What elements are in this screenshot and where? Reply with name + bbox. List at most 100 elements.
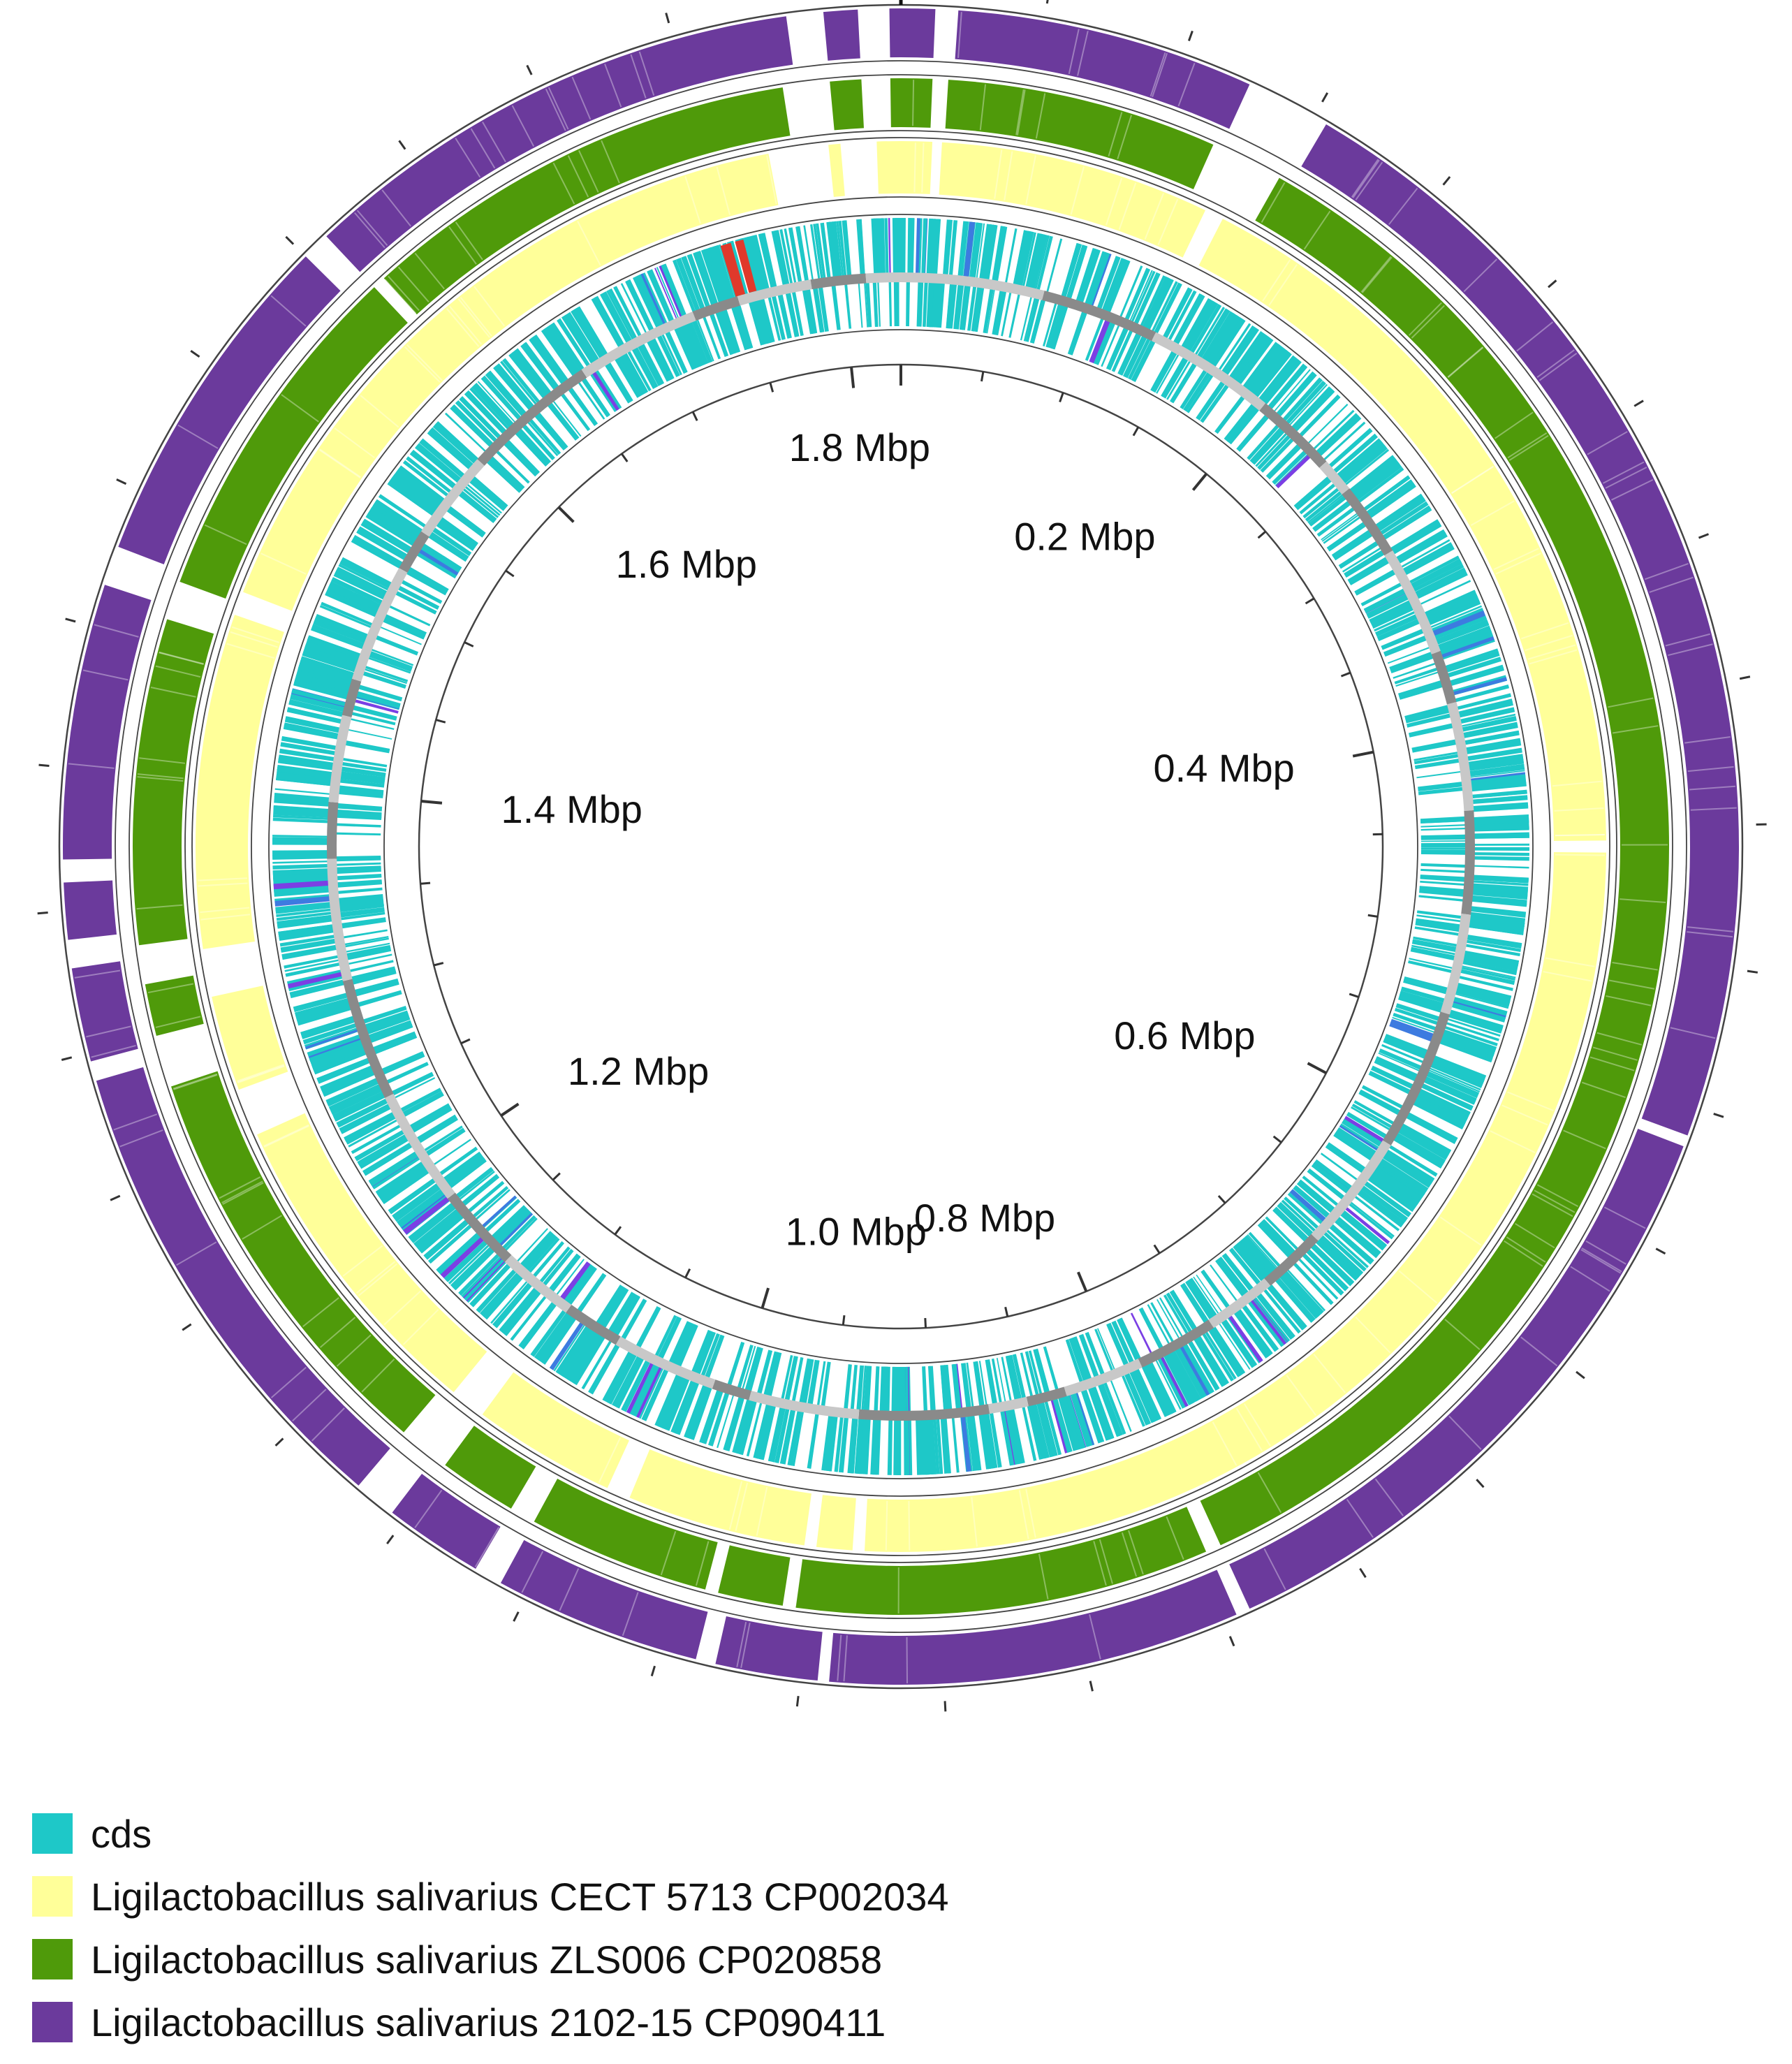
cds-inner-feature-560 (1221, 1254, 1253, 1292)
cds-outer-feature-547 (1430, 605, 1483, 629)
cds-outer-feature-1140 (295, 1000, 351, 1020)
outer-tick-8 (1739, 675, 1751, 680)
cds-outer-feature-847 (1472, 880, 1529, 886)
comparison-ZLS006-block-6 (445, 1426, 536, 1509)
comparison-ZLS006-stria-24 (137, 776, 184, 782)
cds-inner-feature-572 (1363, 587, 1407, 613)
cds-outer-feature-921 (1405, 1114, 1457, 1144)
outer-tick-23 (274, 1437, 284, 1447)
cds-inner-feature-733 (335, 866, 381, 874)
cds-inner-feature-509 (619, 353, 646, 396)
cds-outer-feature-1155 (1270, 366, 1308, 410)
cds-inner-feature-246 (1320, 1152, 1358, 1181)
cds-outer-feature-18 (336, 1098, 389, 1128)
comparison-2102-15-block-1 (955, 10, 1250, 129)
cds-outer-feature-779 (1091, 254, 1112, 307)
cds-outer-feature-417 (1471, 796, 1528, 805)
cds-outer-feature-499 (1402, 542, 1453, 573)
cds-outer-feature-1272 (523, 342, 559, 389)
cds-outer-feature-961 (1096, 256, 1121, 310)
cds-inner-feature-18 (431, 527, 472, 557)
backbone-segment-11 (1382, 1011, 1451, 1146)
comparison-ZLS006-block-10 (179, 287, 408, 599)
cds-outer-feature-1296 (298, 660, 354, 682)
cds-outer-feature-805 (1173, 293, 1203, 344)
cds-inner-feature-46 (599, 1287, 626, 1327)
cds-outer-feature-1164 (290, 981, 346, 999)
cds-inner-feature-421 (1196, 380, 1226, 420)
cds-outer-feature-995 (290, 694, 346, 712)
cds-outer-feature-700 (1070, 1393, 1090, 1447)
outer-tick-6 (1633, 400, 1644, 407)
cds-inner-feature-303 (1169, 1289, 1198, 1331)
cds-inner-feature-399 (1030, 298, 1046, 344)
cds-outer-feature-1071 (561, 314, 596, 365)
cds-inner-feature-255 (1314, 1159, 1353, 1191)
cds-outer-feature-49 (588, 1343, 621, 1395)
comparison-CECT-5713-stria-72 (1025, 155, 1036, 205)
ring-outline-4 (191, 137, 1610, 1556)
cds-outer-feature-1295 (351, 1124, 402, 1154)
inner-tick-36 (850, 367, 855, 388)
cds-outer-feature-1094 (1440, 1033, 1495, 1057)
inner-tick-27 (420, 881, 431, 885)
cds-inner-feature-179 (608, 1291, 636, 1333)
inner-tick-32 (557, 506, 575, 523)
cds-outer-feature-934 (275, 902, 332, 912)
comparison-CECT-5713-stria-60 (1470, 500, 1515, 526)
cds-outer-feature-450 (744, 237, 762, 292)
cds-inner-feature-333 (374, 635, 419, 656)
cds-inner-feature-501 (1310, 497, 1347, 527)
scale-label-2: 0.6 Mbp (1114, 1013, 1255, 1057)
cds-outer-feature-1212 (1320, 1234, 1364, 1275)
cds-outer-feature-1194 (276, 775, 332, 785)
cds-outer-feature-711 (279, 750, 335, 762)
cds-outer-feature-517 (1275, 1277, 1316, 1323)
cds-outer-feature-823 (1461, 717, 1517, 732)
inner-tick-3 (1132, 426, 1140, 437)
cds-inner-feature-173 (1376, 615, 1419, 637)
comparison-CECT-5713-stria-55 (263, 1124, 309, 1147)
comparison-2102-15-stria-42 (1690, 807, 1737, 811)
cds-outer-feature-1042 (336, 566, 388, 595)
cds-outer-feature-624 (703, 249, 724, 303)
cds-outer-feature-1289 (272, 850, 329, 856)
comparison-ZLS006-block-5 (534, 1478, 718, 1590)
comparison-ZLS006-stria-14 (221, 1180, 263, 1203)
cds-inner-feature-426 (1408, 960, 1453, 974)
outer-tick-17 (1089, 1681, 1094, 1692)
scale-label-3: 0.8 Mbp (914, 1196, 1055, 1240)
cds-outer-feature-1236 (279, 935, 336, 947)
cds-inner-feature-639 (1008, 293, 1021, 338)
cds-inner-feature-159 (668, 1321, 691, 1365)
cds-outer-feature-731 (779, 1408, 796, 1465)
comparison-2102-15-stria-58 (1602, 461, 1645, 484)
cds-inner-feature-778 (622, 351, 649, 394)
comparison-CECT-5713-stria-18 (756, 1486, 768, 1536)
comparison-ZLS006-stria-56 (137, 773, 184, 780)
cds-inner-feature-228 (1413, 754, 1460, 765)
cds-outer-feature-1054 (628, 1362, 657, 1416)
cds-outer-feature-647 (724, 1396, 742, 1451)
cds-inner-feature-513 (1302, 1176, 1339, 1207)
cds-inner-feature-385 (338, 787, 384, 795)
cds-inner-feature-561 (993, 289, 1007, 336)
cds-inner-feature-589 (992, 289, 1004, 335)
cds-outer-feature-0 (1201, 1332, 1234, 1382)
cds-outer-feature-838 (638, 1367, 664, 1419)
cds-outer-feature-1160 (278, 757, 335, 769)
cds-outer-feature-1139 (281, 735, 337, 750)
inner-tick-33 (620, 453, 629, 462)
cds-outer-feature-1298 (304, 646, 358, 668)
comparison-ZLS006-stria-39 (1015, 89, 1024, 136)
cds-outer-feature-747 (1446, 657, 1501, 677)
cds-outer-feature-430 (704, 247, 727, 303)
comparison-ZLS006-block-12 (830, 79, 864, 131)
cds-inner-feature-728 (335, 856, 381, 861)
cds-outer-feature-1045 (1101, 258, 1125, 312)
cds-outer-feature-473 (1430, 1064, 1482, 1088)
cds-inner-feature-703 (1307, 1168, 1346, 1201)
cds-outer-feature-775 (1031, 1403, 1048, 1459)
cds-inner-feature-578 (1369, 601, 1412, 624)
cds-outer-feature-1231 (1418, 1088, 1471, 1115)
